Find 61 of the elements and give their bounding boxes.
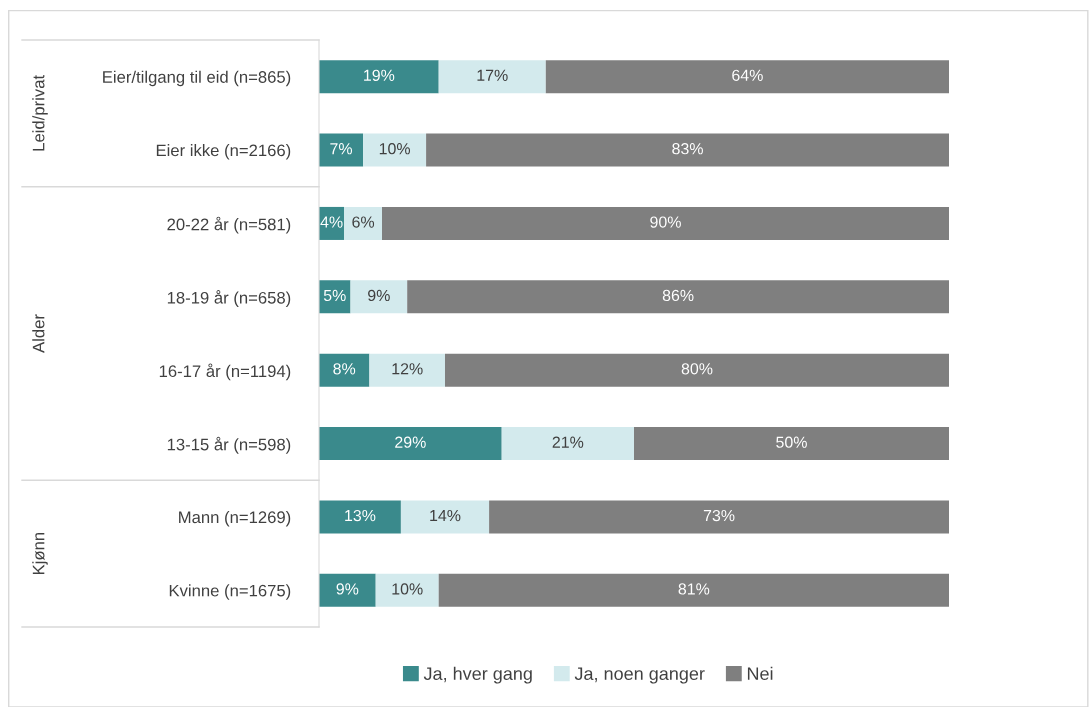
data-label: 7% [330,143,353,155]
data-label: 17% [477,69,508,81]
data-label: 83% [672,143,703,155]
data-label: 6% [352,216,375,228]
y-tick-label: 20-22 år (n=581) [167,216,291,234]
data-label: 10% [379,143,411,155]
bar [319,500,401,534]
bar [319,573,376,607]
data-label: 81% [678,583,710,595]
bar [382,206,949,240]
bar [438,60,546,94]
y-tick-label: Eier ikke (n=2166) [156,144,291,160]
bar [438,573,949,607]
data-label: 80% [681,363,713,375]
data-label: 14% [430,509,461,522]
data-label: 19% [364,69,395,81]
bar [369,353,445,387]
bar [445,353,949,387]
data-label: 86% [662,289,694,302]
bar [400,500,490,534]
bar [501,427,634,461]
bar [319,133,364,167]
data-label: 29% [395,436,426,448]
data-label: 9% [336,583,359,595]
bar [344,206,382,240]
data-label: 64% [732,69,763,81]
bar [489,500,949,534]
bar [319,353,370,387]
y-tick-label: 18-19 år (n=658) [167,290,291,307]
data-label: 8% [333,363,356,375]
bar [319,427,502,461]
y-tick-label: 16-17 år (n=1194) [159,363,291,381]
data-label: 12% [392,363,423,375]
legend-label: Ja, noen ganger [574,667,705,684]
text: Alder [32,314,45,353]
y-tick-label: Mann (n=1269) [179,510,291,527]
data-label: 4% [320,216,343,228]
y-tick-label: 13-15 år (n=598) [167,436,291,454]
data-label: 13% [345,509,376,522]
text: Kjønn [32,532,48,575]
legend-label: Ja, hver gang [423,666,532,684]
text: Leid/privat [32,75,48,151]
data-label: 73% [703,509,735,522]
data-label: 5% [323,289,346,302]
data-label: 21% [552,436,584,448]
y-tick-label: Kvinne (n=1675) [169,584,291,600]
bar [375,573,439,607]
data-label: 10% [392,583,423,595]
data-label: 90% [650,216,681,228]
bar [319,60,439,94]
bar [363,133,427,167]
data-label: 50% [776,436,807,448]
bar [634,427,949,461]
bar [319,280,351,314]
bar [407,280,949,314]
bar [350,280,408,314]
data-label: 9% [368,289,390,302]
legend-label: Nei [747,666,773,681]
bar [545,60,949,94]
bar [426,133,949,167]
y-tick-label: Eier/tilgang til eid (n=865) [103,70,291,87]
